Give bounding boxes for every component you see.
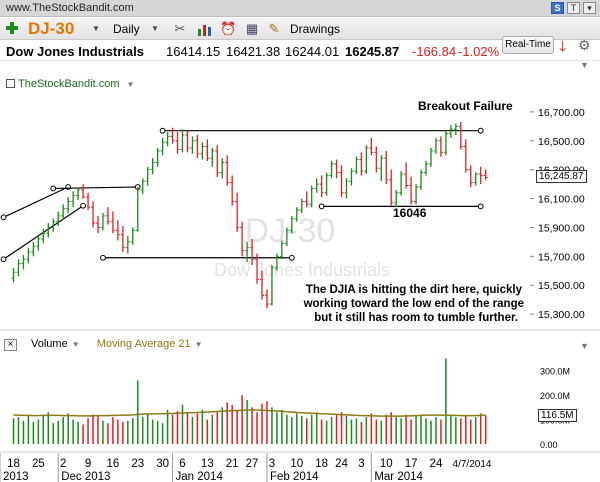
symbol-field[interactable]: DJ-30: [28, 19, 75, 38]
drawings-menu[interactable]: Drawings: [290, 22, 341, 36]
moving-average-label: Moving Average 21: [96, 338, 191, 350]
trendline-channel-upper: [3, 186, 69, 218]
calculator-icon[interactable]: ▦: [245, 21, 259, 36]
volume-dropdown-icon[interactable]: ▼: [71, 340, 80, 349]
trendline-handle: [0, 256, 7, 263]
window-menu-button[interactable]: ▾: [583, 2, 596, 14]
tools-icon[interactable]: ✂: [174, 21, 186, 36]
x-day-label: 27: [246, 458, 259, 470]
support-level-label: 16046: [393, 206, 427, 220]
volume-tick-label: 300.0M: [540, 367, 570, 377]
x-month-label: Jan 2014: [176, 471, 224, 482]
window-titlebar: www.TheStockBandit.com S T ▾: [0, 0, 600, 17]
y-tick-label: 16,700.00: [538, 107, 585, 119]
quote-open: 16414.15: [166, 44, 221, 59]
ma-dropdown-icon[interactable]: ▼: [194, 340, 203, 349]
trendline-handle: [100, 254, 106, 261]
quote-bar: Dow Jones Industrials 16414.15 16421.38 …: [0, 41, 600, 61]
interval-select[interactable]: Daily: [113, 22, 140, 36]
x-day-label: 25: [32, 458, 45, 470]
quote-close: 16245.87: [345, 44, 400, 59]
y-tick-label: 15,700.00: [538, 251, 585, 263]
x-day-label: 23: [131, 458, 144, 470]
watermark-name: Dow Jones Industrials: [214, 260, 390, 280]
quote-change: -166.84: [412, 44, 457, 59]
quote-low: 16244.01: [285, 44, 340, 59]
x-day-label: 2: [60, 458, 66, 470]
volume-tick-label: 0.00: [540, 440, 558, 450]
trendline-handle: [159, 127, 166, 134]
watermark-symbol: DJ-30: [245, 212, 336, 250]
y-tick-label: 15,300.00: [538, 309, 585, 321]
x-day-label: 17: [405, 458, 418, 470]
x-day-label: 4/7/2014: [453, 459, 492, 470]
x-day-label: 3: [269, 458, 275, 470]
trendline-handle: [288, 254, 295, 261]
study-dropdown-icon[interactable]: ▼: [126, 80, 135, 89]
trendline-handle: [477, 127, 484, 134]
x-day-label: 30: [156, 458, 169, 470]
trendline-handle: [80, 202, 86, 209]
x-day-label: 6: [179, 458, 185, 470]
y-tick-label: 16,100.00: [538, 194, 585, 206]
trendline-handle: [0, 214, 7, 221]
symbol-dropdown-icon[interactable]: ▼: [92, 24, 100, 33]
y-tick-label: 15,900.00: [538, 222, 585, 234]
indicators-icon[interactable]: [196, 21, 212, 37]
x-day-label: 21: [226, 458, 239, 470]
x-month-label: Feb 2014: [270, 471, 319, 482]
x-day-label: 3: [358, 458, 364, 470]
last-price-label: 16,245.87: [536, 170, 587, 184]
x-day-label: 24: [430, 458, 443, 470]
x-month-label: Dec 2013: [61, 471, 110, 482]
x-day-label: 10: [290, 458, 303, 470]
comment-line-3: but it still has room to tumble further.: [314, 312, 518, 324]
x-day-label: 16: [107, 458, 120, 470]
volume-tick-label: 200.0M: [540, 391, 570, 401]
volume-header: × Volume ▼ Moving Average 21 ▼: [4, 338, 203, 351]
breakout-failure-label: Breakout Failure: [418, 99, 513, 113]
quote-name: Dow Jones Industrials: [6, 44, 144, 59]
x-day-label: 10: [380, 458, 393, 470]
volume-last-label: 116.5M: [538, 409, 577, 422]
study-label: TheStockBandit.com ▼: [6, 78, 134, 90]
x-day-label: 18: [7, 458, 20, 470]
brand-label: TheStockBandit.com: [18, 78, 120, 90]
window-url: www.TheStockBandit.com: [6, 2, 134, 14]
realtime-button[interactable]: Real-Time: [502, 36, 554, 54]
interval-dropdown-icon[interactable]: ▼: [151, 24, 159, 33]
trendline-handle: [477, 203, 484, 210]
add-symbol-icon[interactable]: [5, 21, 19, 35]
quote-change-pct: -1.02%: [458, 44, 500, 59]
x-day-label: 24: [335, 458, 348, 470]
y-tick-label: 16,500.00: [538, 136, 585, 148]
volume-title: Volume: [31, 338, 68, 350]
draw-pencil-icon[interactable]: ✎: [268, 21, 280, 36]
comment-line-1: The DJIA is hitting the dirt here, quick…: [306, 284, 523, 296]
quote-high: 16421.38: [226, 44, 281, 59]
chart-toolbar: DJ-30 ▼ Daily ▼ ✂ ⏰ ▦ ✎ Drawings: [0, 18, 600, 40]
trendline-dec-high: [53, 186, 138, 190]
trendline-handle: [318, 203, 325, 210]
down-arrow-icon: 🡓: [559, 38, 567, 54]
x-month-label: Mar 2014: [374, 471, 423, 482]
x-month-label: 2013: [3, 471, 29, 482]
study-checkbox[interactable]: [6, 79, 15, 88]
settings-gear-icon[interactable]: ⚙: [578, 37, 591, 53]
window-button-t[interactable]: T: [567, 2, 580, 14]
panel-collapse-icon[interactable]: ▼: [580, 60, 589, 70]
window-button-s[interactable]: S: [551, 2, 564, 14]
x-day-label: 9: [85, 458, 91, 470]
comment-line-2: working toward the low end of the range: [303, 298, 524, 310]
y-tick-label: 15,500.00: [538, 280, 585, 292]
trendline-handle: [50, 185, 57, 192]
volume-panel-collapse-icon[interactable]: ▼: [580, 341, 589, 351]
x-day-label: 18: [315, 458, 328, 470]
volume-ma-line: [13, 409, 486, 417]
close-volume-icon[interactable]: ×: [4, 339, 17, 351]
alarm-icon[interactable]: ⏰: [220, 21, 237, 36]
x-day-label: 13: [201, 458, 214, 470]
